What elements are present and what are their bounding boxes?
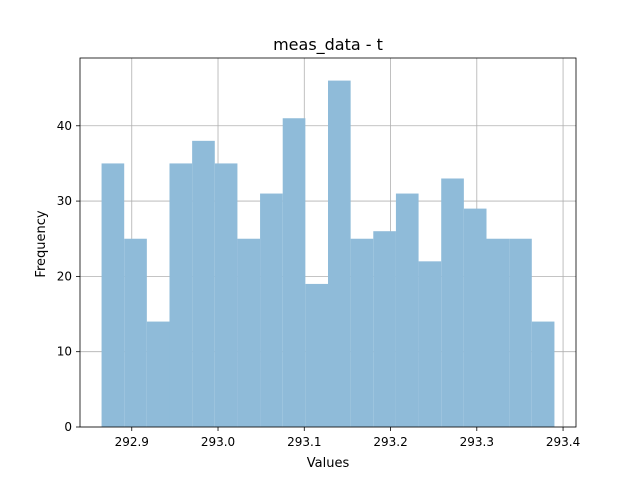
histogram-bar [169, 163, 193, 427]
y-axis-ticks: 0 10 20 30 40 [57, 119, 80, 434]
plot-frame [79, 57, 577, 428]
x-axis-ticks: 292.9 293.0 293.1 293.2 293.3 293.4 [115, 427, 580, 449]
histogram-bar [463, 208, 487, 427]
histogram-bar [395, 193, 419, 427]
y-tick-label: 20 [57, 269, 72, 283]
x-tick-label: 293.2 [373, 435, 407, 449]
x-tick-label: 293.1 [287, 435, 321, 449]
x-tick-label: 293.3 [460, 435, 494, 449]
histogram-bar [305, 283, 328, 427]
histogram-bar [531, 321, 555, 427]
y-axis-label: Frequency [34, 210, 49, 277]
histogram-bar [441, 178, 464, 427]
y-tick-label: 10 [57, 345, 72, 359]
histogram-bar [214, 163, 238, 427]
histogram-bar [101, 163, 125, 427]
y-tick-label: 40 [57, 119, 72, 133]
histogram-bar [192, 140, 215, 427]
histogram-bar [373, 231, 396, 427]
x-tick-label: 292.9 [115, 435, 149, 449]
histogram-bar [509, 238, 532, 427]
histogram-bar [328, 80, 351, 428]
x-tick-label: 293.4 [546, 435, 580, 449]
histogram-bar [146, 321, 170, 427]
chart-title: meas_data - t [273, 35, 383, 55]
x-axis-label: Values [307, 456, 350, 471]
histogram-bar [237, 238, 261, 427]
histogram-bar [260, 193, 283, 427]
histogram-bar [486, 238, 510, 427]
histogram-bar [350, 238, 374, 427]
histogram-bar [124, 238, 147, 427]
y-tick-label: 0 [64, 420, 72, 434]
histogram-bar [418, 261, 442, 427]
x-tick-label: 293.0 [201, 435, 235, 449]
histogram-bar [282, 118, 306, 427]
y-tick-label: 30 [57, 194, 72, 208]
histogram-bars [101, 80, 555, 428]
